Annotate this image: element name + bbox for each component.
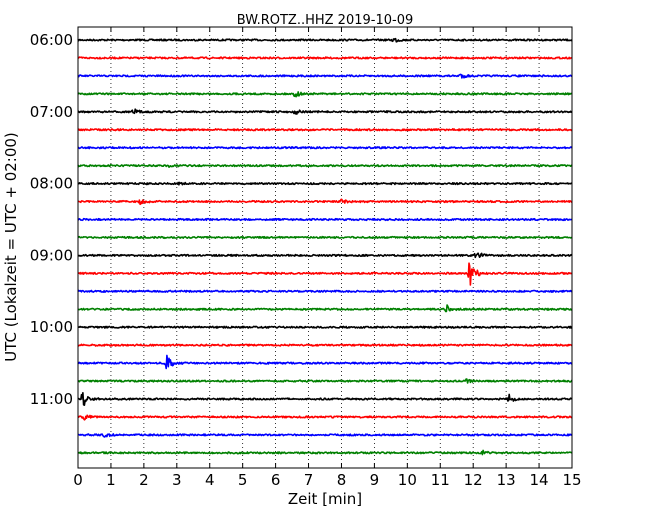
x-axis-label: Zeit [min] [288, 490, 362, 508]
x-tick-label: 6 [271, 471, 281, 489]
trace-0900 [77, 252, 573, 259]
minute-gridlines [110, 27, 540, 468]
trace-0845 [77, 235, 573, 240]
seismogram-traces [77, 37, 573, 456]
y-tick-label: 06:00 [30, 31, 73, 49]
trace-0815 [77, 198, 573, 206]
x-tick-label: 13 [497, 471, 516, 489]
trace-1015 [77, 343, 573, 347]
trace-0715 [77, 128, 573, 132]
trace-1115 [77, 414, 573, 421]
trace-1145 [77, 449, 573, 456]
trace-0930 [77, 289, 573, 293]
trace-1000 [77, 325, 573, 329]
y-axis-label: UTC (Lokalzeit = UTC + 02:00) [2, 132, 20, 362]
x-tick-label: 5 [238, 471, 248, 489]
x-tick-label: 10 [398, 471, 417, 489]
trace-0915 [77, 262, 573, 286]
trace-0800 [77, 181, 573, 186]
trace-1030 [77, 354, 573, 370]
trace-1100 [77, 391, 573, 407]
y-tick-label: 07:00 [30, 103, 73, 121]
x-tick-label: 4 [205, 471, 215, 489]
x-tick-label: 15 [562, 471, 581, 489]
trace-0830 [77, 217, 573, 222]
plot-frame [77, 26, 573, 469]
trace-1130 [77, 433, 573, 438]
trace-0945 [77, 304, 573, 313]
y-tick-label: 08:00 [30, 175, 73, 193]
x-tick-label: 8 [337, 471, 347, 489]
x-tick-label: 9 [370, 471, 380, 489]
trace-1045 [77, 378, 573, 384]
trace-0630 [77, 73, 573, 79]
x-axis-ticks: 0 1 2 3 4 5 6 7 8 9 10 11 12 13 14 15 [73, 27, 582, 489]
x-tick-label: 2 [139, 471, 149, 489]
x-tick-label: 3 [172, 471, 182, 489]
trace-0600 [77, 37, 573, 43]
x-tick-label: 11 [431, 471, 450, 489]
x-tick-label: 7 [304, 471, 314, 489]
trace-0700 [77, 108, 573, 115]
y-tick-label: 10:00 [30, 318, 73, 336]
chart-title: BW.ROTZ..HHZ 2019-10-09 [237, 13, 413, 28]
y-axis-ticks: 06:00 07:00 08:00 09:00 10:00 11:00 [30, 31, 572, 408]
x-tick-label: 12 [464, 471, 483, 489]
x-tick-label: 14 [530, 471, 549, 489]
x-tick-label: 0 [73, 471, 83, 489]
trace-0615 [77, 56, 573, 60]
y-tick-label: 09:00 [30, 246, 73, 264]
y-tick-label: 11:00 [30, 390, 73, 408]
trace-0745 [77, 164, 573, 168]
trace-0645 [77, 91, 573, 98]
trace-0730 [77, 146, 573, 150]
x-tick-label: 1 [106, 471, 116, 489]
